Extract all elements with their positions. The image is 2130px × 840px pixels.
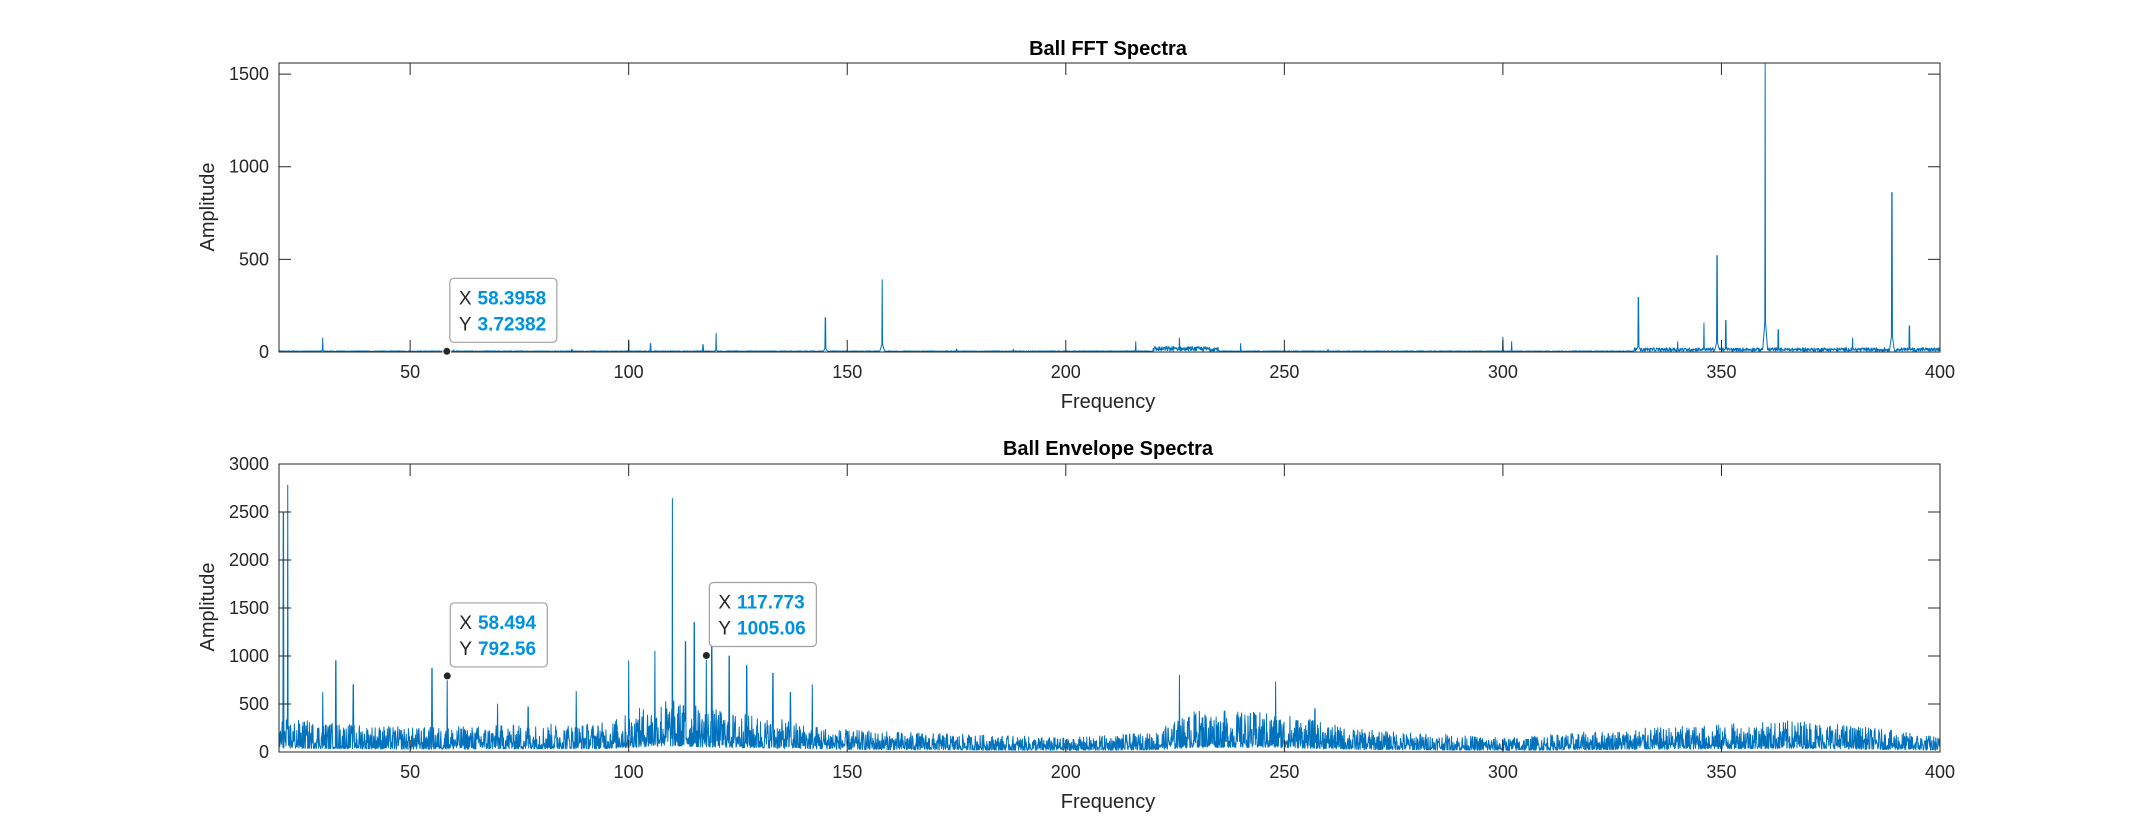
y-tick-label: 1000 (229, 646, 269, 666)
datatip-x-row: X 58.494 (459, 613, 536, 634)
x-tick-label: 100 (614, 762, 644, 782)
y-tick-label: 500 (239, 249, 269, 269)
x-axis-label-fft: Frequency (1061, 391, 1156, 413)
datatip-y-key: Y (459, 639, 472, 660)
ticks-envelope: 50 100 150 200 250 300 350 400 0 500 1000 1500 2000 2… (229, 454, 1955, 782)
datatip-y-value: 792.56 (478, 639, 536, 660)
x-tick-label: 50 (400, 762, 420, 782)
series-line (278, 484, 1941, 751)
x-tick-label: 350 (1706, 362, 1736, 382)
y-tick-label: 500 (239, 694, 269, 714)
x-tick-label: 400 (1925, 362, 1955, 382)
x-tick-label: 150 (832, 362, 862, 382)
datatip-y-value: 3.72382 (478, 314, 547, 335)
x-axis-label-envelope: Frequency (1061, 791, 1156, 813)
plot-lines-fft (278, 62, 1941, 353)
axes-frame-fft (278, 62, 1941, 353)
datatip-x-key: X (459, 613, 472, 634)
axes-envelope: Ball Envelope Spectra 50 100 150 200 250 300 3… (197, 438, 1955, 813)
datatip-y-row: Y 1005.06 (718, 619, 805, 640)
datatip-x-row: X 58.3958 (459, 288, 546, 309)
datatip-box (449, 277, 558, 343)
datatip-marker[interactable] (442, 346, 452, 356)
x-tick-label: 150 (832, 762, 862, 782)
y-tick-label: 1000 (229, 157, 269, 177)
datatip[interactable]: X 117.773 Y 1005.06 (701, 581, 817, 661)
datatip-x-key: X (718, 593, 731, 614)
x-tick-label: 250 (1269, 762, 1299, 782)
x-tick-label: 400 (1925, 762, 1955, 782)
datatip-box (449, 602, 548, 668)
datatip-x-value: 117.773 (737, 593, 805, 614)
datatip[interactable]: X 58.494 Y 792.56 (442, 602, 548, 681)
chart-title-envelope: Ball Envelope Spectra (1003, 438, 1214, 460)
x-tick-label: 300 (1488, 762, 1518, 782)
datatip-x-value: 58.494 (478, 613, 537, 634)
y-tick-label: 2000 (229, 550, 269, 570)
y-axis-label-envelope: Amplitude (197, 563, 219, 652)
datatip-marker[interactable] (442, 671, 452, 681)
y-axis-label-fft: Amplitude (197, 163, 219, 252)
plot-lines-envelope (278, 484, 1941, 751)
y-tick-label: 2500 (229, 502, 269, 522)
series-line (278, 62, 1941, 353)
x-tick-label: 350 (1706, 762, 1736, 782)
axes-fft: Ball FFT Spectra 50 100 150 200 250 300 350 400… (197, 38, 1955, 413)
ticks-fft: 50 100 150 200 250 300 350 400 0 500 1000 1500 (229, 63, 1955, 382)
datatip-y-row: Y 3.72382 (459, 314, 546, 335)
datatip-x-key: X (459, 288, 472, 309)
datatip-y-key: Y (459, 314, 472, 335)
x-tick-label: 200 (1051, 762, 1081, 782)
y-tick-label: 0 (259, 742, 269, 762)
x-tick-label: 200 (1051, 362, 1081, 382)
x-tick-label: 250 (1269, 362, 1299, 382)
y-tick-label: 1500 (229, 64, 269, 84)
datatip-y-value: 1005.06 (737, 619, 806, 640)
y-tick-label: 1500 (229, 598, 269, 618)
datatip-marker[interactable] (701, 651, 711, 661)
datatip-y-key: Y (718, 619, 731, 640)
datatip-y-row: Y 792.56 (459, 639, 536, 660)
datatip-x-row: X 117.773 (718, 593, 804, 614)
y-tick-label: 3000 (229, 454, 269, 474)
datatips-fft: X 58.3958 Y 3.72382 (442, 277, 558, 356)
datatip[interactable]: X 58.3958 Y 3.72382 (442, 277, 558, 356)
datatip-box (708, 581, 817, 648)
x-tick-label: 50 (400, 362, 420, 382)
x-tick-label: 100 (614, 362, 644, 382)
chart-title-fft: Ball FFT Spectra (1029, 38, 1188, 60)
datatips-envelope: X 58.494 Y 792.56 X 117.773 Y 1005.06 (442, 581, 817, 681)
y-tick-label: 0 (259, 342, 269, 362)
datatip-x-value: 58.3958 (478, 288, 547, 309)
x-tick-label: 300 (1488, 362, 1518, 382)
